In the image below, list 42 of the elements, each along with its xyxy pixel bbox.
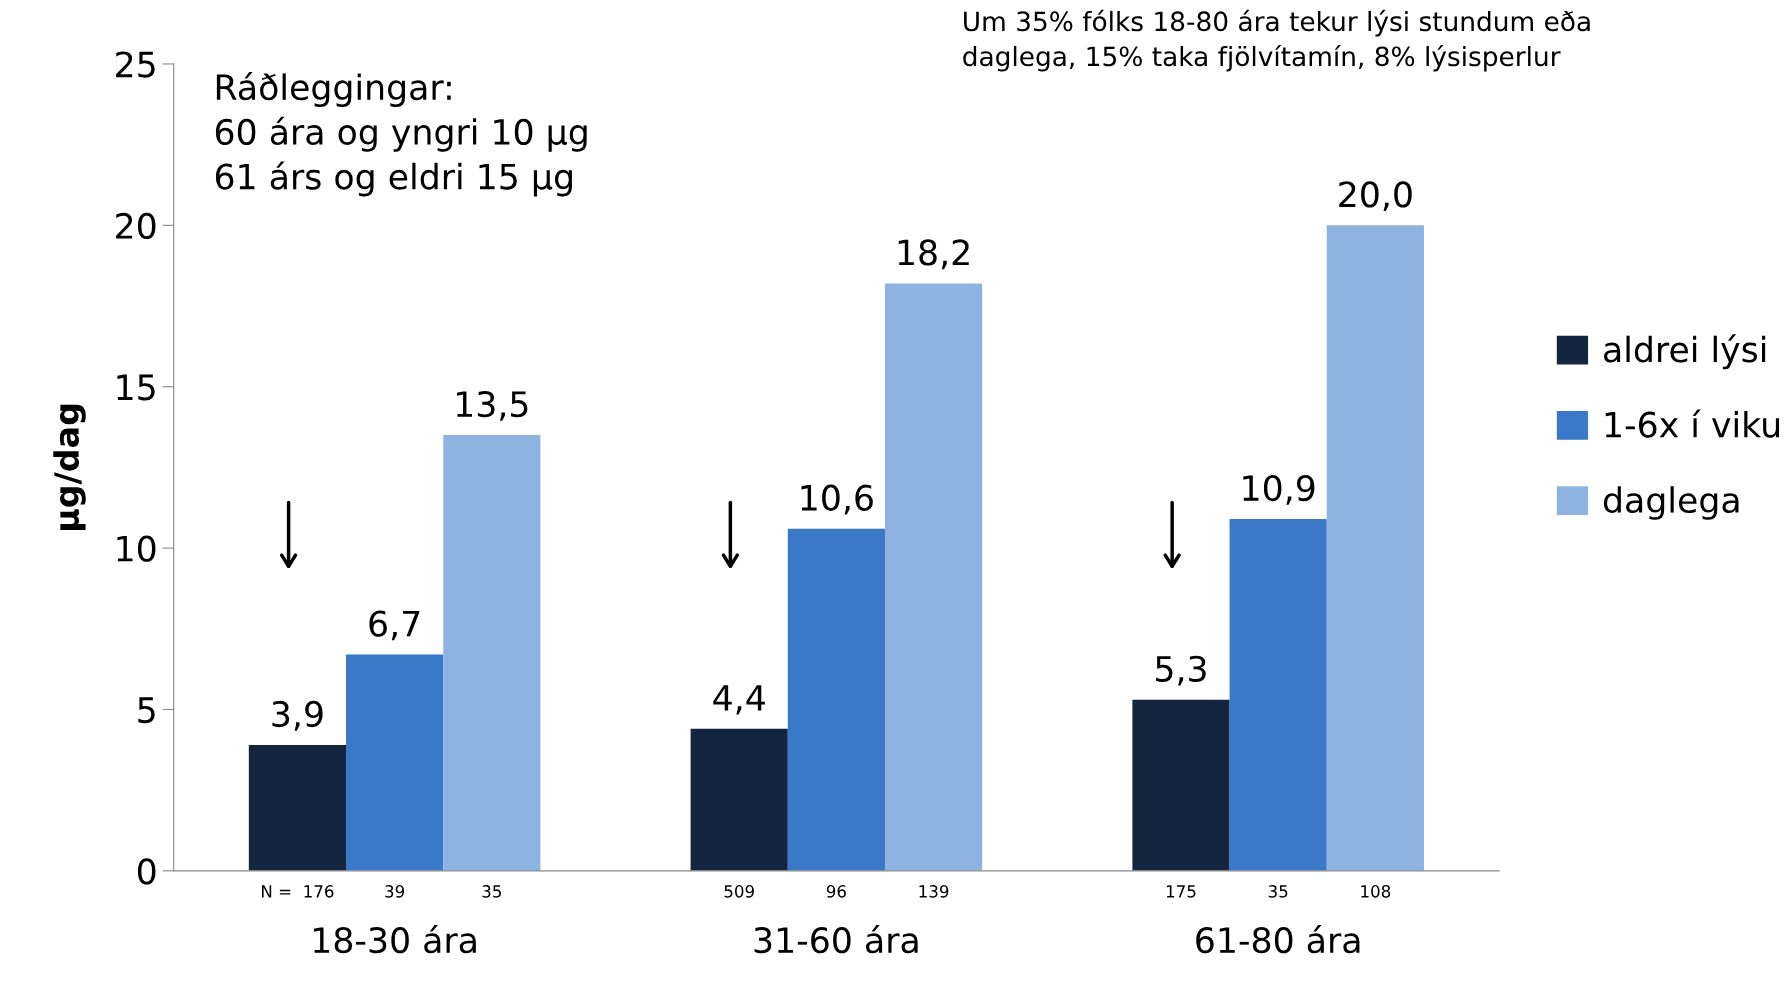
text: N = 176 xyxy=(261,885,334,898)
legend-label: 1-6x í viku xyxy=(1605,409,1780,438)
data-label: 18,2 xyxy=(898,239,969,270)
text: 39 xyxy=(385,885,405,898)
annotation: Um 35% fólks 18-80 ára tekur lýsi stundum eða daglega, 15% taka fjölvítamín, 8% lýsisperlur xyxy=(963,9,1590,72)
y-tick-label: 15 xyxy=(117,374,155,401)
y-tick-label: 25 xyxy=(116,51,155,78)
text: 35 xyxy=(1268,885,1288,898)
bar xyxy=(1132,699,1230,871)
bar xyxy=(248,744,347,871)
x-tick-label: 18-30 ára xyxy=(314,925,476,954)
text: 509 xyxy=(724,885,754,898)
data-label: 20,0 xyxy=(1339,181,1412,212)
y-tick-label: 0 xyxy=(137,858,156,885)
bar xyxy=(787,528,885,871)
legend-label: aldrei lýsi xyxy=(1604,334,1766,370)
bar xyxy=(1326,225,1424,871)
y-tick-label: 10 xyxy=(117,535,156,562)
text: 139 xyxy=(919,885,949,898)
bar xyxy=(690,728,788,871)
text: 108 xyxy=(1361,885,1391,898)
data-label: 5,3 xyxy=(1156,655,1206,686)
text: 175 xyxy=(1166,885,1196,898)
x-tick-label: 61-80 ára xyxy=(1196,925,1360,954)
legend-label: daglega xyxy=(1603,486,1739,520)
annotation: Ráðleggingar: 60 ára og yngri 10 µg 61 árs og eldri 15 µg xyxy=(215,72,587,197)
bar xyxy=(346,654,444,871)
y-axis-title: µg/dag xyxy=(53,404,86,530)
x-tick-label: 31-60 ára xyxy=(754,925,918,954)
data-label: 6,7 xyxy=(369,610,420,641)
data-label: 3,9 xyxy=(272,700,323,731)
bar xyxy=(884,283,983,871)
bar xyxy=(443,435,541,871)
text: 35 xyxy=(482,885,501,898)
y-tick-label: 5 xyxy=(138,697,155,724)
bar xyxy=(1229,519,1327,871)
data-label: 10,6 xyxy=(801,484,873,515)
y-tick-label: 20 xyxy=(116,212,156,240)
text: 96 xyxy=(826,885,846,898)
data-label: 10,9 xyxy=(1243,474,1315,505)
data-label: 13,5 xyxy=(456,391,528,421)
data-label: 4,4 xyxy=(713,685,765,715)
